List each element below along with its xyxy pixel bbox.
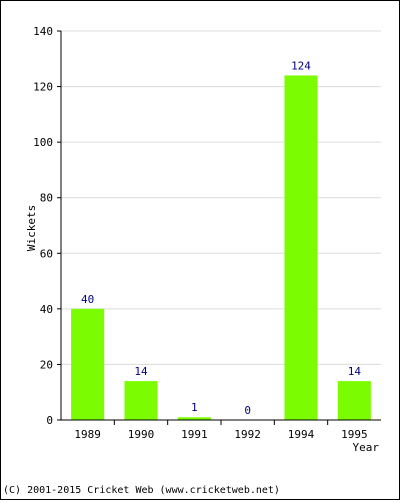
y-tick-label: 100 [33, 136, 53, 149]
value-label-1992: 0 [244, 404, 251, 417]
x-tick-label-1991: 1991 [181, 428, 208, 441]
value-label-1994: 124 [291, 59, 311, 72]
y-tick-label: 0 [46, 414, 53, 427]
axes [57, 30, 381, 425]
value-label-1989: 40 [81, 293, 94, 306]
x-tick-label-1989: 1989 [74, 428, 101, 441]
x-tick-label-1990: 1990 [128, 428, 155, 441]
bar-1990 [124, 381, 158, 420]
x-axis-label: Year [353, 441, 380, 454]
x-tick-label-1994: 1994 [288, 428, 315, 441]
value-label-1995: 14 [348, 365, 362, 378]
bars [71, 75, 371, 420]
value-labels: 40 14 1 0 124 14 [81, 59, 361, 417]
x-tick-labels: 1989 1990 1991 1992 1994 1995 [74, 428, 367, 441]
grid-lines [61, 30, 381, 365]
bar-1991 [177, 417, 211, 420]
y-tick-label: 120 [33, 81, 53, 94]
y-tick-label: 80 [40, 192, 53, 205]
y-axis-label: Wickets [25, 205, 38, 251]
bar-1994 [284, 75, 318, 420]
value-label-1990: 14 [134, 365, 148, 378]
value-label-1991: 1 [191, 401, 198, 414]
bar-1989 [71, 308, 105, 420]
x-tick-label-1992: 1992 [234, 428, 261, 441]
bar-1995 [337, 381, 371, 420]
y-tick-label: 20 [40, 358, 53, 371]
y-tick-label: 60 [40, 247, 53, 260]
copyright-footer: (C) 2001-2015 Cricket Web (www.cricketwe… [3, 485, 280, 496]
y-tick-label: 40 [40, 303, 53, 316]
y-tick-label: 140 [33, 25, 53, 38]
y-tick-labels: 0 20 40 60 80 100 120 140 [33, 25, 53, 427]
x-tick-label-1995: 1995 [341, 428, 368, 441]
